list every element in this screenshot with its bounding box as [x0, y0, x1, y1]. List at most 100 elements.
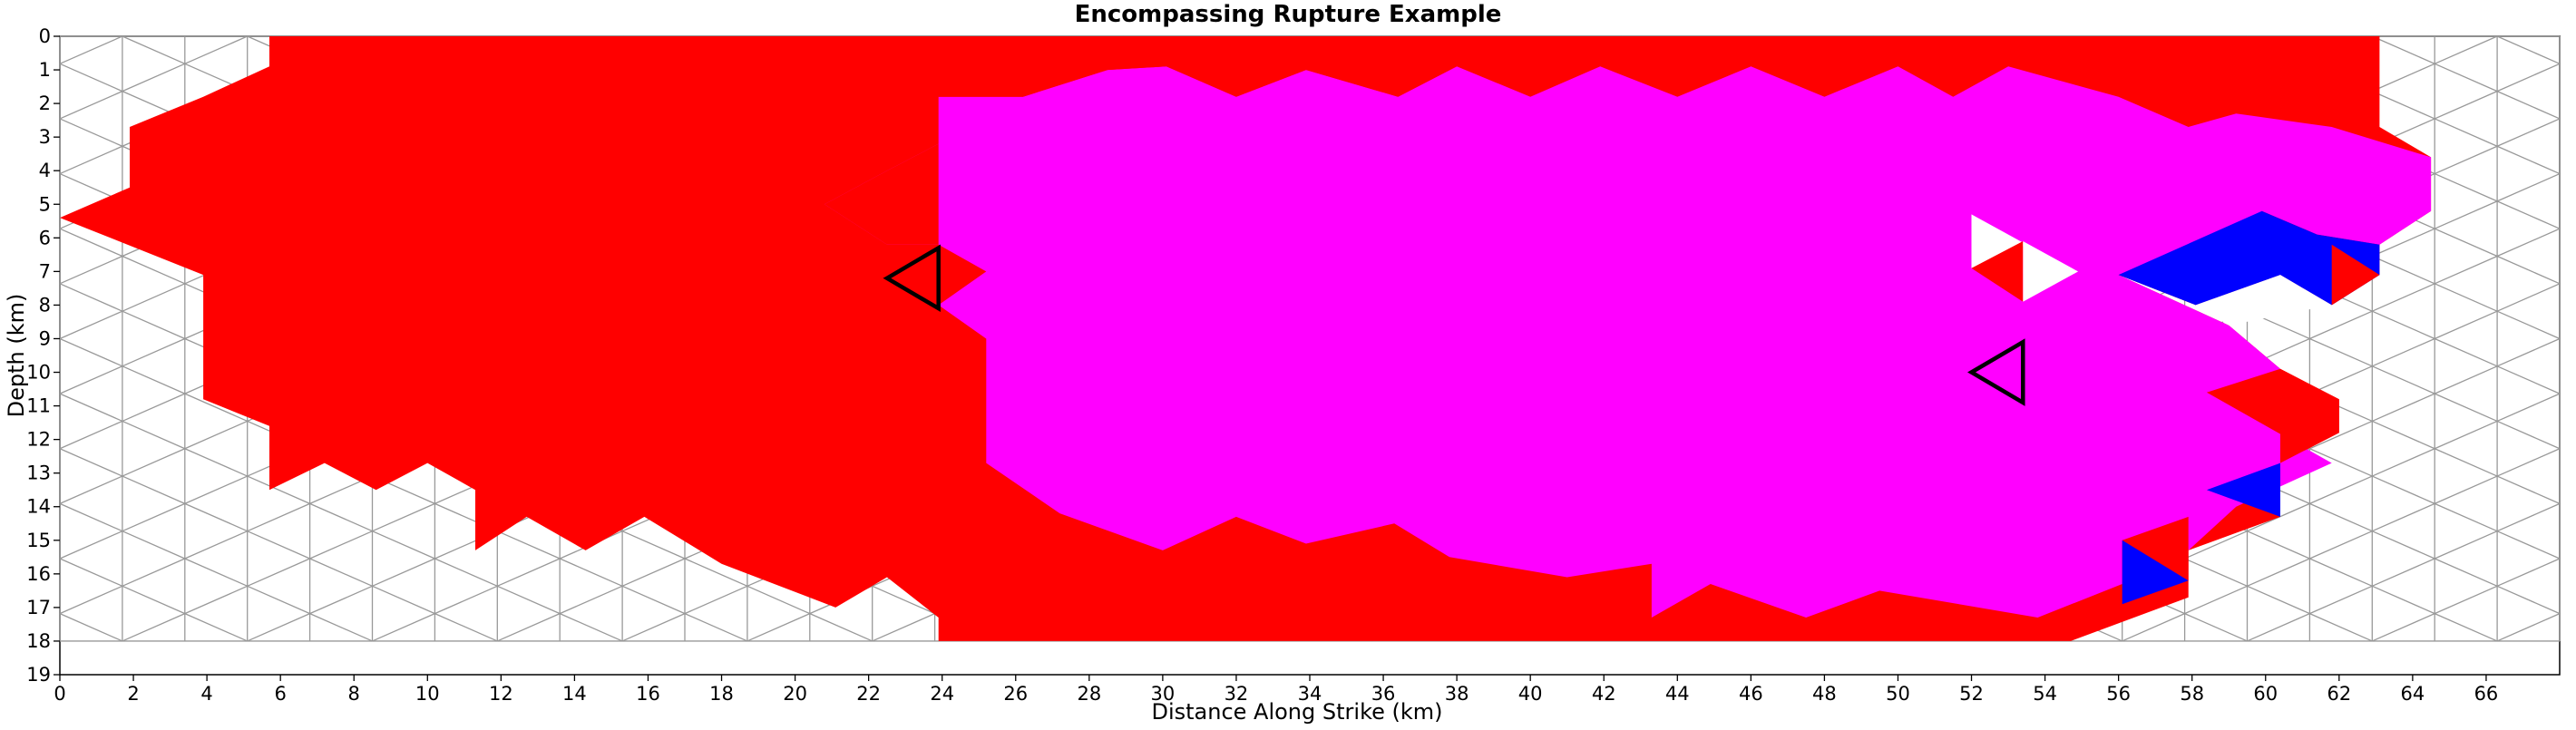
x-tick-label: 8 [348, 683, 360, 705]
empty-mesh-diagonal-line [122, 255, 186, 285]
x-tick-label: 44 [1665, 683, 1690, 705]
empty-mesh-diagonal-line [2496, 393, 2561, 423]
y-tick-label: 10 [26, 362, 51, 384]
empty-mesh-diagonal-line [2247, 530, 2310, 560]
empty-mesh-diagonal-line [2496, 365, 2561, 394]
empty-mesh-diagonal-line [59, 365, 123, 394]
empty-mesh-diagonal-line [372, 585, 435, 615]
y-tick-label: 4 [39, 160, 51, 181]
empty-mesh-diagonal-line [59, 393, 123, 423]
empty-mesh-diagonal-line [872, 613, 935, 642]
empty-mesh-diagonal-line [59, 448, 123, 477]
x-tick-label: 54 [2033, 683, 2057, 705]
empty-mesh-diagonal-line [809, 613, 873, 642]
x-tick-label: 64 [2401, 683, 2425, 705]
x-tick-label: 50 [1886, 683, 1910, 705]
empty-mesh-diagonal-line [2496, 310, 2561, 340]
empty-mesh-diagonal-line [2434, 365, 2498, 394]
y-tick-label: 0 [39, 25, 51, 47]
region-red-5 [1971, 241, 2024, 302]
empty-mesh-diagonal-line [684, 585, 748, 615]
empty-mesh-diagonal-line [2372, 63, 2435, 92]
empty-mesh-diagonal-line [2372, 613, 2435, 642]
region-white-6 [2023, 241, 2079, 302]
empty-mesh-diagonal-line [184, 448, 248, 477]
x-tick-label: 32 [1225, 683, 1249, 705]
empty-mesh-diagonal-line [184, 475, 248, 504]
empty-mesh-diagonal-line [2372, 228, 2435, 258]
empty-mesh-diagonal-line [2434, 200, 2498, 229]
x-tick-label: 56 [2106, 683, 2131, 705]
empty-mesh-diagonal-line [2372, 585, 2435, 615]
empty-mesh-diagonal-line [59, 255, 123, 285]
empty-mesh-diagonal-line [2309, 420, 2373, 450]
empty-mesh-diagonal-line [2184, 585, 2248, 615]
empty-mesh-diagonal-line [2372, 393, 2435, 423]
empty-mesh-diagonal-line [247, 530, 310, 560]
empty-mesh-diagonal-line [2496, 420, 2561, 450]
y-tick-label: 15 [26, 530, 51, 551]
empty-mesh-diagonal-line [497, 530, 561, 560]
empty-mesh-diagonal-line [2372, 283, 2435, 312]
empty-mesh-diagonal-line [2496, 558, 2561, 587]
empty-mesh-diagonal-line [621, 530, 686, 560]
empty-mesh-diagonal-line [2247, 585, 2310, 615]
empty-mesh-diagonal-line [184, 393, 248, 423]
empty-mesh-diagonal-line [2309, 502, 2373, 532]
empty-mesh-diagonal-line [2496, 35, 2561, 64]
empty-mesh-diagonal-line [2434, 558, 2498, 587]
x-tick-label: 26 [1003, 683, 1028, 705]
y-tick-label: 16 [26, 563, 51, 585]
empty-mesh-diagonal-line [434, 558, 498, 587]
x-tick-label: 6 [274, 683, 286, 705]
x-tick-label: 20 [783, 683, 807, 705]
region-magenta-1 [825, 66, 2432, 618]
x-axis-label: Distance Along Strike (km) [1151, 699, 1442, 725]
y-tick-label: 6 [39, 227, 51, 248]
x-tick-label: 16 [636, 683, 660, 705]
empty-mesh-diagonal-line [2496, 337, 2561, 367]
region-red-2 [825, 143, 939, 245]
empty-mesh-diagonal-line [434, 613, 498, 642]
y-tick-label: 19 [26, 664, 51, 686]
empty-mesh-diagonal-line [684, 558, 748, 587]
empty-mesh-diagonal-line [559, 585, 623, 615]
empty-mesh-diagonal-line [2372, 448, 2435, 477]
empty-mesh-diagonal-line [372, 613, 435, 642]
empty-mesh-diagonal-line [122, 475, 186, 504]
x-tick-label: 66 [2474, 683, 2499, 705]
empty-mesh-diagonal-line [2496, 172, 2561, 202]
empty-mesh-diagonal-line [621, 558, 686, 587]
region-red-10 [2280, 368, 2339, 463]
x-tick-label: 14 [562, 683, 587, 705]
empty-mesh-diagonal-line [122, 393, 186, 423]
empty-mesh-diagonal-line [872, 585, 935, 615]
empty-mesh-diagonal-line [2496, 145, 2561, 175]
empty-mesh-diagonal-line [2434, 393, 2498, 423]
x-tick-label: 0 [54, 683, 65, 705]
empty-mesh-diagonal-line [746, 613, 811, 642]
empty-mesh-diagonal-line [184, 530, 248, 560]
empty-mesh-diagonal-line [372, 530, 435, 560]
empty-mesh-diagonal-line [434, 585, 498, 615]
empty-mesh-diagonal-line [2434, 613, 2498, 642]
empty-mesh-diagonal-line [372, 558, 435, 587]
empty-mesh-diagonal-line [2496, 448, 2561, 477]
empty-mesh-diagonal-line [2309, 613, 2373, 642]
empty-mesh-diagonal-line [372, 502, 435, 532]
y-tick-label: 17 [26, 597, 51, 618]
empty-mesh-diagonal-line [59, 613, 123, 642]
empty-mesh-diagonal-line [247, 613, 310, 642]
empty-mesh-diagonal-line [122, 310, 186, 340]
x-tick-label: 12 [489, 683, 513, 705]
y-tick-label: 11 [26, 395, 51, 417]
y-tick-label: 2 [39, 92, 51, 114]
empty-mesh-diagonal-line [122, 558, 186, 587]
empty-mesh-diagonal-line [2372, 337, 2435, 367]
region-red-12 [2122, 516, 2189, 581]
empty-mesh-diagonal-line [122, 35, 186, 64]
region-white-4 [1971, 214, 2027, 268]
